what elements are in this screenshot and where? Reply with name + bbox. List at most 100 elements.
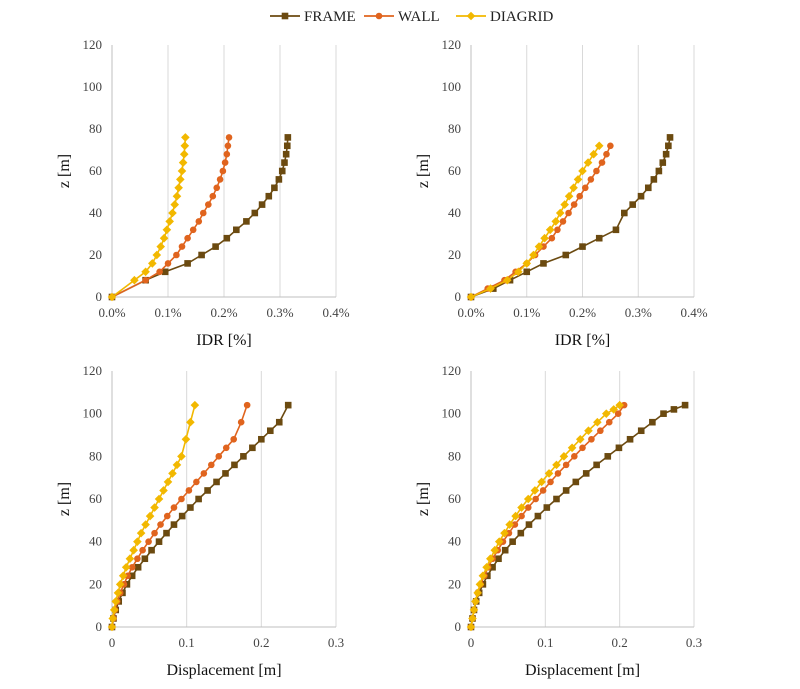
point-wall (142, 276, 149, 284)
point-diagrid (530, 486, 540, 495)
point-frame (644, 184, 652, 192)
point-wall (185, 487, 193, 494)
x-tick-label: 0.3% (625, 305, 652, 320)
series-line-frame (470, 137, 671, 298)
point-wall (223, 150, 231, 158)
point-wall (178, 495, 185, 503)
point-wall (178, 243, 186, 250)
point-wall (243, 401, 251, 409)
point-frame (604, 453, 612, 460)
point-diagrid (559, 452, 569, 461)
point-diagrid (575, 434, 585, 444)
point-frame (572, 478, 580, 486)
point-wall (598, 159, 606, 166)
point-diagrid (115, 580, 125, 589)
point-diagrid (475, 580, 485, 589)
point-diagrid (170, 200, 180, 209)
point-wall (139, 546, 146, 554)
point-frame (275, 176, 283, 183)
point-wall (225, 134, 233, 141)
point-diagrid (490, 545, 500, 555)
point-diagrid (141, 267, 150, 277)
point-diagrid (555, 208, 565, 218)
point-frame (161, 268, 169, 276)
series-line-diagrid (470, 145, 600, 298)
x-tick-label: 0.1 (537, 635, 553, 650)
point-diagrid (544, 469, 554, 478)
point-frame (284, 134, 292, 141)
point-diagrid (108, 614, 118, 623)
y-tick-label: 40 (448, 534, 461, 549)
point-wall (221, 159, 229, 166)
point-frame (212, 243, 219, 250)
point-wall (189, 226, 197, 234)
point-frame (615, 444, 623, 452)
x-tick-label: 0 (468, 635, 475, 650)
point-wall (597, 427, 604, 435)
legend: FRAME WALL DIAGRID (270, 9, 553, 25)
point-diagrid (482, 562, 491, 572)
point-diagrid (136, 528, 146, 538)
legend-label-frame: FRAME (304, 9, 356, 25)
x-tick-label: 0.2% (569, 305, 596, 320)
y-tick-label: 20 (448, 576, 461, 591)
point-wall (224, 142, 232, 150)
y-axis-title: z [m] (415, 482, 432, 516)
point-frame (275, 418, 283, 426)
point-diagrid (111, 597, 121, 606)
y-tick-label: 60 (89, 491, 102, 506)
point-wall (603, 150, 610, 158)
point-diagrid (478, 571, 488, 581)
point-diagrid (573, 175, 583, 184)
point-diagrid (537, 477, 546, 487)
point-wall (163, 512, 171, 520)
point-frame (666, 134, 674, 141)
legend-marker-wall (375, 12, 383, 20)
point-diagrid (180, 141, 190, 151)
point-frame (231, 461, 238, 469)
x-tick-label: 0.3 (328, 635, 344, 650)
y-tick-label: 120 (442, 363, 462, 378)
point-wall (124, 572, 131, 580)
point-frame (649, 418, 656, 426)
series-line-diagrid (111, 137, 187, 298)
point-frame (170, 521, 178, 528)
point-wall (547, 478, 554, 486)
point-frame (626, 435, 634, 443)
point-wall (614, 410, 622, 417)
y-tick-label: 120 (442, 37, 462, 52)
point-diagrid (567, 443, 577, 453)
series-line-frame (470, 404, 686, 628)
point-wall (230, 435, 238, 443)
y-tick-label: 100 (83, 79, 103, 94)
point-diagrid (469, 605, 479, 615)
point-diagrid (113, 588, 123, 598)
point-diagrid (165, 217, 174, 226)
point-frame (681, 401, 689, 409)
chart-panel-top-left: 0.0% 0.1% 0.2% 0.3% 0.4% 0 20 40 60 80 100 120 IDR [… (56, 37, 350, 349)
point-wall (208, 461, 215, 469)
point-diagrid (583, 158, 593, 167)
x-tick-label: 0.3% (266, 305, 293, 320)
point-frame (525, 521, 533, 528)
point-diagrid (500, 528, 509, 538)
x-tick-label: 0.2 (253, 635, 269, 650)
y-axis-title: z [m] (415, 154, 432, 188)
point-diagrid (486, 284, 495, 293)
point-diagrid (511, 511, 520, 521)
point-frame (662, 150, 670, 158)
point-frame (501, 546, 509, 554)
point-frame (134, 563, 142, 571)
point-wall (145, 538, 152, 545)
point-frame (650, 176, 658, 183)
point-diagrid (514, 267, 523, 277)
point-frame (489, 563, 496, 571)
point-wall (195, 218, 203, 225)
point-wall (193, 478, 200, 486)
point-frame (195, 495, 202, 503)
point-frame (213, 478, 220, 486)
point-frame (148, 546, 155, 554)
series-line-wall (470, 404, 625, 628)
point-frame (204, 487, 211, 494)
point-wall (607, 142, 614, 150)
